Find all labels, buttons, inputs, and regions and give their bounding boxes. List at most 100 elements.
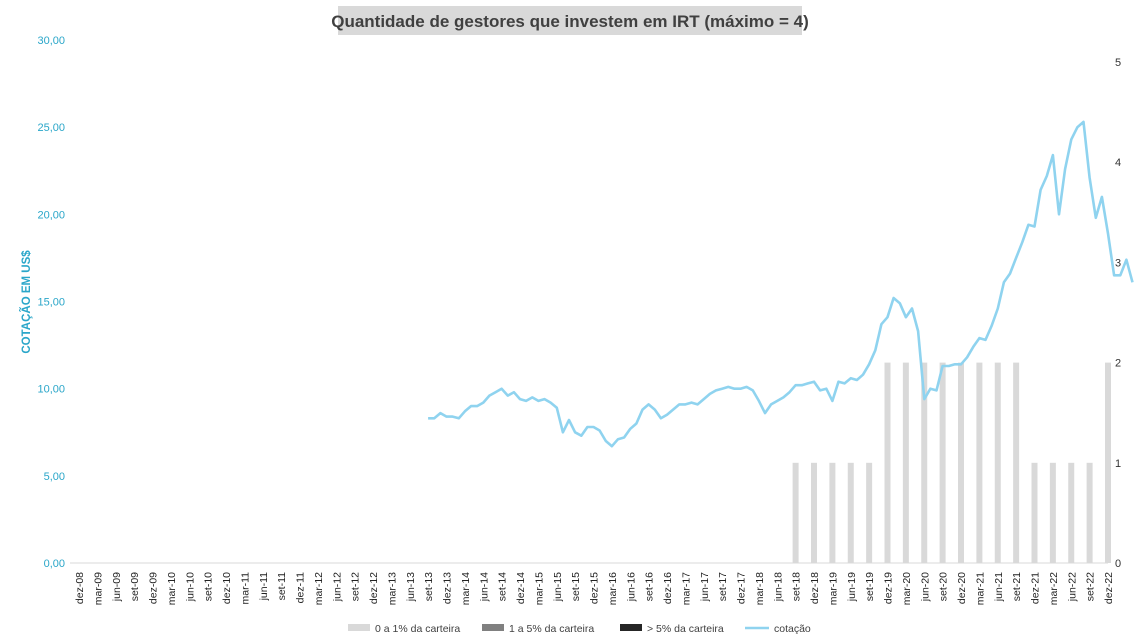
x-tick-label: set-19: [864, 572, 876, 601]
x-tick-label: dez-18: [809, 572, 821, 604]
x-tick-label: set-12: [350, 572, 362, 601]
bar: [1105, 362, 1111, 563]
x-tick-label: dez-21: [1030, 572, 1042, 604]
x-tick-label: mar-22: [1048, 572, 1060, 605]
bar: [1049, 462, 1056, 563]
x-tick-label: dez-12: [368, 572, 380, 604]
x-tick-label: dez-17: [736, 572, 748, 604]
x-tick-label: set-17: [717, 572, 729, 601]
legend-swatch: [482, 624, 504, 631]
x-tick-label: set-11: [276, 572, 288, 601]
x-tick-label: mar-19: [827, 572, 839, 605]
y-axis-left-label: COTAÇÃO EM US$: [20, 250, 33, 354]
bar: [866, 462, 873, 563]
x-tick-label: jun-19: [846, 572, 858, 602]
x-tick-label: jun-17: [699, 572, 711, 602]
x-tick-label: dez-10: [221, 572, 233, 604]
x-tick-label: set-16: [644, 572, 656, 601]
y-tick-right-label: 2: [1115, 358, 1121, 370]
x-tick-label: mar-12: [313, 572, 325, 605]
y-tick-left-label: 20,00: [37, 209, 65, 221]
y-tick-left-label: 10,00: [37, 384, 65, 396]
bar: [902, 362, 909, 563]
bar: [847, 462, 854, 563]
x-tick-label: set-21: [1011, 572, 1023, 601]
y-tick-left-label: 5,00: [44, 471, 65, 483]
y-tick-left-label: 30,00: [37, 35, 65, 47]
y-tick-left-label: 0,00: [44, 558, 65, 570]
bar: [921, 362, 928, 563]
x-tick-label: mar-10: [166, 572, 178, 605]
line-series: [428, 120, 1134, 448]
x-tick-label: mar-20: [901, 572, 913, 605]
x-tick-label: jun-13: [405, 572, 417, 602]
legend: 0 a 1% da carteira 1 a 5% da carteira > 5%…: [348, 623, 811, 635]
x-tick-label: jun-12: [331, 572, 343, 602]
x-tick-label: mar-13: [386, 572, 398, 605]
x-tick-label: jun-20: [919, 572, 931, 602]
bar: [811, 462, 817, 563]
bar: [958, 362, 964, 563]
y-tick-right-label: 4: [1115, 157, 1121, 169]
y-tick-right-label: 5: [1115, 57, 1121, 69]
bar: [976, 362, 983, 563]
x-tick-label: dez-14: [515, 572, 527, 604]
bar: [939, 362, 946, 563]
x-tick-label: mar-18: [754, 572, 766, 605]
bar: [884, 362, 891, 563]
x-tick-label: dez-19: [883, 572, 895, 604]
x-tick-label: dez-08: [74, 572, 86, 604]
bar: [1086, 462, 1093, 563]
x-tick-label: jun-16: [625, 572, 637, 602]
x-tick-label: jun-21: [993, 572, 1005, 602]
chart-title: Quantidade de gestores que investem em I…: [331, 12, 809, 31]
x-tick-label: jun-09: [111, 572, 123, 602]
x-tick-label: jun-14: [478, 572, 490, 602]
y-axis-left: 0,00 5,00 10,00 15,00 20,00 25,00 30,00: [37, 35, 65, 570]
bar: [994, 362, 1001, 563]
legend-label: > 5% da carteira: [647, 623, 724, 635]
y-tick-left-label: 15,00: [37, 297, 65, 309]
x-tick-label: mar-16: [607, 572, 619, 605]
x-tick-label: jun-11: [258, 572, 270, 602]
x-tick-label: mar-09: [92, 572, 104, 605]
x-tick-label: dez-20: [956, 572, 968, 604]
x-tick-label: set-20: [938, 572, 950, 601]
bar: [1068, 462, 1075, 563]
legend-label: 1 a 5% da carteira: [509, 623, 594, 635]
y-axis-right: 0 1 2 3 4 5: [1115, 57, 1121, 570]
x-tick-label: dez-09: [148, 572, 160, 604]
x-tick-label: dez-15: [589, 572, 601, 604]
legend-label: cotação: [774, 623, 811, 635]
x-tick-label: mar-14: [460, 572, 472, 605]
x-tick-label: jun-10: [184, 572, 196, 602]
bar-series: [792, 362, 1111, 563]
y-tick-right-label: 3: [1115, 257, 1121, 269]
x-tick-label: jun-18: [772, 572, 784, 602]
x-tick-label: dez-13: [442, 572, 454, 604]
y-tick-left-label: 25,00: [37, 122, 65, 134]
x-tick-label: set-18: [791, 572, 803, 601]
y-tick-right-label: 1: [1115, 458, 1121, 470]
x-axis: dez-08 mar-09 jun-09 set-09 dez-09 mar-10 jun-…: [74, 572, 1115, 605]
x-tick-label: jun-22: [1066, 572, 1078, 602]
legend-swatch: [348, 624, 370, 631]
x-tick-label: set-22: [1085, 572, 1097, 601]
x-tick-label: set-13: [423, 572, 435, 601]
x-tick-label: mar-17: [680, 572, 692, 605]
legend-label: 0 a 1% da carteira: [375, 623, 460, 635]
x-tick-label: set-14: [497, 572, 509, 601]
x-tick-label: set-09: [129, 572, 141, 601]
chart-title-background: [338, 6, 802, 35]
x-tick-label: set-15: [570, 572, 582, 601]
x-tick-label: dez-16: [662, 572, 674, 604]
bar: [1013, 362, 1020, 563]
x-tick-label: mar-11: [239, 572, 251, 605]
x-tick-label: jun-15: [552, 572, 564, 602]
legend-swatch: [620, 624, 642, 631]
x-tick-label: dez-11: [295, 572, 307, 603]
y-tick-right-label: 0: [1115, 558, 1121, 570]
bar: [1031, 462, 1038, 563]
bar: [792, 462, 799, 563]
